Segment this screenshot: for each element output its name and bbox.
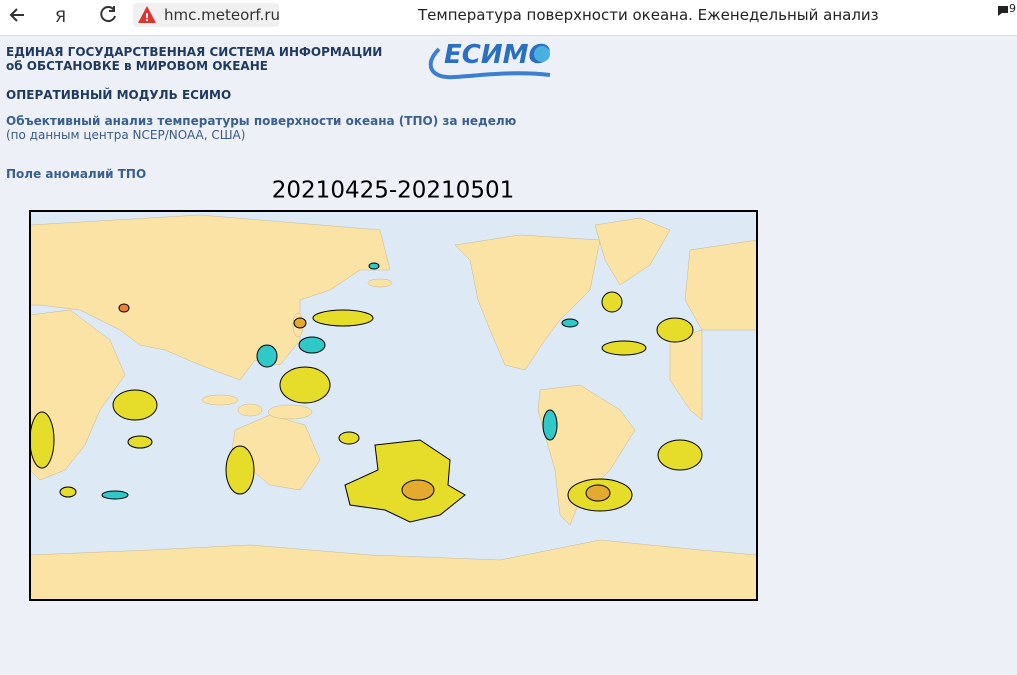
- url-box[interactable]: [133, 3, 279, 27]
- warning-mark: !: [144, 11, 149, 24]
- header-line: ЕДИНАЯ ГОСУДАРСТВЕННАЯ СИСТЕМА ИНФОРМАЦИ…: [6, 45, 383, 59]
- header-line: об ОБСТАНОВКЕ в МИРОВОМ ОКЕАНЕ: [6, 59, 268, 73]
- back-button[interactable]: [9, 8, 24, 22]
- map-title: 20210425-20210501: [272, 178, 514, 204]
- tab-title: Температура поверхности океана. Еженедел…: [418, 6, 879, 24]
- logo: ЕСИМО: [444, 40, 551, 70]
- field-title: Поле аномалий ТПО: [6, 167, 147, 181]
- logo-swoosh: [428, 46, 551, 80]
- land: [29, 214, 758, 601]
- map-frame: [29, 210, 758, 601]
- anomalies: [29, 262, 703, 523]
- source: (по данным центра NCEP/NOAA, США): [6, 128, 246, 142]
- reload-button[interactable]: [100, 6, 116, 23]
- warning-icon: [138, 6, 156, 23]
- analysis-title: Объективный анализ температуры поверхнос…: [6, 114, 517, 128]
- browser-icons: !: [9, 3, 1008, 27]
- module-title: ОПЕРАТИВНЫЙ МОДУЛЬ ЕСИМО: [6, 88, 232, 102]
- url[interactable]: hmc.meteorf.ru: [164, 6, 281, 24]
- comment-icon: [998, 6, 1008, 16]
- yandex-button[interactable]: Я: [55, 7, 67, 26]
- counter: 9: [1009, 2, 1016, 15]
- browser-bar: ! Я hmc.meteorf.ru Температура поверхнос…: [0, 0, 1017, 36]
